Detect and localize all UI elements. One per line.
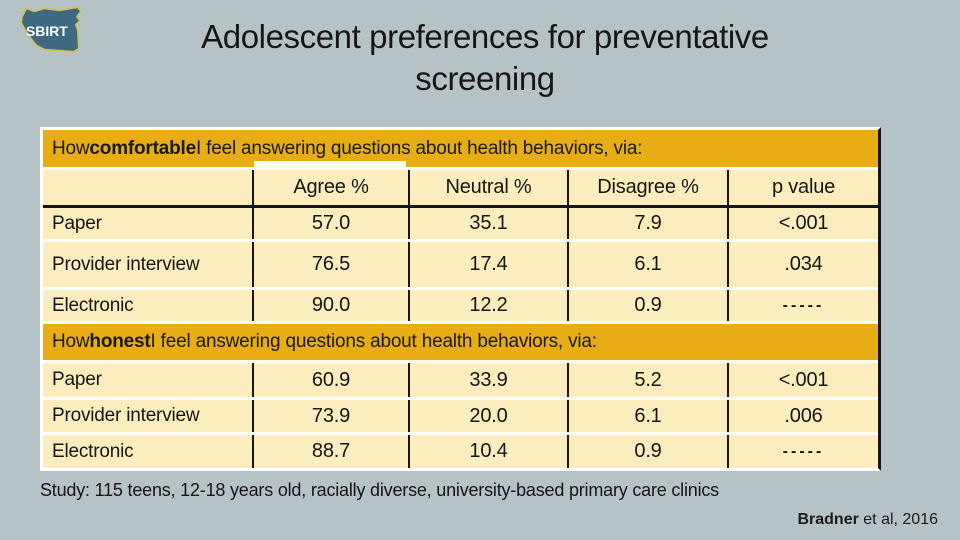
heading-bold-word: honest: [89, 331, 151, 352]
sbirt-logo-text: SBIRT: [26, 23, 68, 39]
agree-value: 90.0: [252, 290, 408, 321]
row-separator: [43, 397, 878, 400]
heading-bold-word: comfortable: [89, 137, 196, 159]
neutral-value: 20.0: [408, 400, 567, 432]
agree-value: 60.9: [252, 363, 408, 397]
row-label: Provider interview: [52, 405, 200, 426]
column-header-empty: [43, 170, 252, 205]
column-header-neutral: Neutral %: [408, 170, 567, 205]
row-label: Paper: [52, 369, 102, 390]
slide-title-line2: screening: [415, 60, 555, 98]
p-value: -----: [727, 290, 878, 321]
citation-author: Bradner: [797, 511, 859, 528]
column-header-pvalue: p value: [727, 170, 878, 205]
column-header-row: Agree % Neutral % Disagree % p value: [43, 170, 878, 205]
table-row-electronic-comfortable: Electronic 90.0 12.2 0.9 -----: [43, 290, 878, 321]
row-label: Electronic: [52, 294, 134, 316]
table-row-provider-honest: Provider interview 73.9 20.0 6.1 .006: [43, 400, 878, 432]
column-header-disagree: Disagree %: [567, 170, 727, 205]
table-row-electronic-honest: Electronic 88.7 10.4 0.9 -----: [43, 435, 878, 468]
row-separator: [43, 360, 878, 363]
slide-title-line1: Adolescent preferences for preventative: [201, 18, 769, 55]
row-separator: [43, 167, 878, 170]
heading-prefix: How: [52, 331, 90, 352]
p-value: .034: [727, 242, 878, 287]
row-label: Paper: [52, 212, 102, 234]
disagree-value: 7.9: [567, 208, 727, 239]
column-header-agree: Agree %: [252, 170, 408, 205]
p-value: <.001: [727, 208, 878, 239]
agree-value: 88.7: [252, 435, 408, 468]
neutral-value: 33.9: [408, 363, 567, 397]
row-separator: [43, 239, 878, 242]
disagree-value: 5.2: [567, 363, 727, 397]
preferences-table: How comfortable I feel answering questio…: [40, 127, 881, 471]
oregon-state-icon: SBIRT: [20, 6, 82, 53]
citation: Bradner et al, 2016: [797, 511, 938, 529]
disagree-value: 6.1: [567, 242, 727, 287]
neutral-value: 17.4: [408, 242, 567, 287]
row-separator: [43, 321, 878, 324]
p-value: .006: [727, 400, 878, 432]
row-label: Provider interview: [52, 253, 200, 275]
citation-rest: et al, 2016: [858, 511, 938, 528]
agree-value: 73.9: [252, 400, 408, 432]
agree-value: 57.0: [252, 208, 408, 239]
row-separator: [43, 432, 878, 435]
row-label: Electronic: [52, 440, 134, 462]
header-divider: [43, 205, 878, 208]
table-row-paper-honest: Paper 60.9 33.9 5.2 <.001: [43, 363, 878, 397]
study-note: Study: 115 teens, 12-18 years old, racia…: [40, 480, 719, 500]
header-white-patch: [254, 161, 406, 170]
p-value: <.001: [727, 363, 878, 397]
agree-value: 76.5: [252, 242, 408, 287]
heading-prefix: How: [52, 137, 90, 159]
table-row-provider-comfortable: Provider interview 76.5 17.4 6.1 .034: [43, 242, 878, 287]
disagree-value: 0.9: [567, 290, 727, 321]
row-separator: [43, 287, 878, 290]
heading-suffix: I feel answering questions about health …: [150, 331, 598, 352]
table-row-paper-comfortable: Paper 57.0 35.1 7.9 <.001: [43, 208, 878, 239]
neutral-value: 35.1: [408, 208, 567, 239]
sbirt-logo: SBIRT: [18, 2, 84, 56]
neutral-value: 10.4: [408, 435, 567, 468]
slide-title: Adolescent preferences for preventative …: [110, 16, 860, 100]
p-value: -----: [727, 435, 878, 468]
neutral-value: 12.2: [408, 290, 567, 321]
disagree-value: 0.9: [567, 435, 727, 468]
section-heading-comfortable: How comfortable I feel answering questio…: [43, 130, 878, 167]
heading-suffix: I feel answering questions about health …: [195, 137, 643, 159]
section-heading-honest: How honest I feel answering questions ab…: [43, 324, 878, 360]
disagree-value: 6.1: [567, 400, 727, 432]
